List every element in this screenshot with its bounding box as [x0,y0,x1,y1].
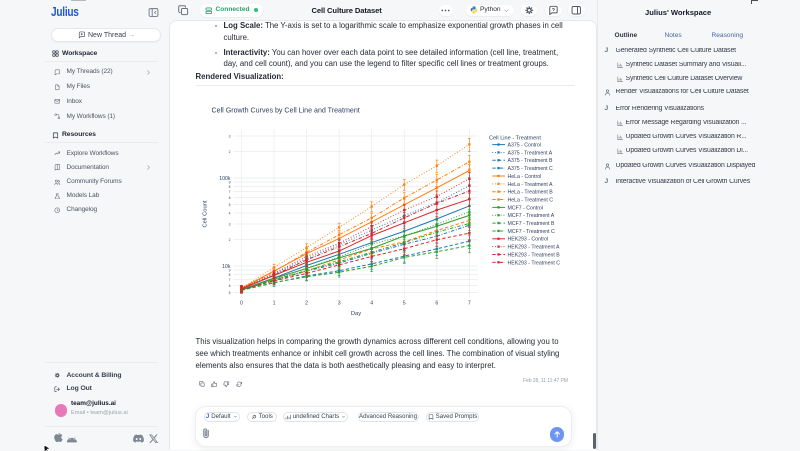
svg-text:100k: 100k [219,176,231,182]
svg-text:Day: Day [351,311,361,317]
svg-text:0: 0 [240,301,243,307]
svg-text:HEK293 - Control: HEK293 - Control [508,237,549,243]
svg-text:HeLa - Treatment C: HeLa - Treatment C [508,197,554,203]
svg-text:10k: 10k [222,264,231,270]
svg-text:5: 5 [403,301,406,307]
svg-text:3: 3 [338,301,341,307]
svg-text:8: 8 [229,185,231,189]
svg-text:Cell Count: Cell Count [203,200,209,227]
svg-text:9: 9 [229,180,231,184]
svg-text:2: 2 [229,238,231,242]
svg-text:HEK293 - Treatment A: HEK293 - Treatment A [508,245,560,251]
svg-text:2: 2 [305,301,308,307]
svg-text:HeLa - Control: HeLa - Control [508,174,542,180]
svg-text:6: 6 [229,196,231,200]
svg-text:A375 - Control: A375 - Control [508,143,541,149]
svg-text:HEK293 - Treatment B: HEK293 - Treatment B [508,252,561,258]
svg-text:A375 - Treatment C: A375 - Treatment C [508,166,554,172]
svg-text:HeLa - Treatment B: HeLa - Treatment B [508,190,554,196]
svg-text:7: 7 [229,278,231,282]
svg-text:6: 6 [229,284,231,288]
svg-text:2: 2 [229,150,231,154]
svg-text:7: 7 [468,301,471,307]
svg-text:7: 7 [229,190,231,194]
svg-text:Cell Line - Treatment: Cell Line - Treatment [489,136,541,142]
svg-text:A375 - Treatment A: A375 - Treatment A [508,150,553,156]
svg-text:MCF7 - Treatment C: MCF7 - Treatment C [508,229,556,235]
svg-text:4: 4 [370,301,373,307]
svg-text:1: 1 [273,301,276,307]
svg-text:8: 8 [229,273,231,277]
svg-text:5: 5 [229,203,231,207]
svg-text:MCF7 - Control: MCF7 - Control [508,205,543,211]
svg-text:Cell Growth Curves by Cell Lin: Cell Growth Curves by Cell Line and Trea… [212,107,360,115]
svg-text:9: 9 [229,268,231,272]
svg-text:4: 4 [229,211,231,215]
svg-text:MCF7 - Treatment B: MCF7 - Treatment B [508,221,556,227]
svg-text:6: 6 [435,301,438,307]
svg-text:HeLa - Treatment A: HeLa - Treatment A [508,182,554,188]
svg-text:3: 3 [229,222,231,226]
svg-text:3: 3 [229,134,231,138]
svg-text:5: 5 [229,291,231,295]
svg-text:MCF7 - Treatment A: MCF7 - Treatment A [508,213,555,219]
svg-text:HEK293 - Treatment C: HEK293 - Treatment C [508,260,561,266]
svg-text:A375 - Treatment B: A375 - Treatment B [508,158,554,164]
